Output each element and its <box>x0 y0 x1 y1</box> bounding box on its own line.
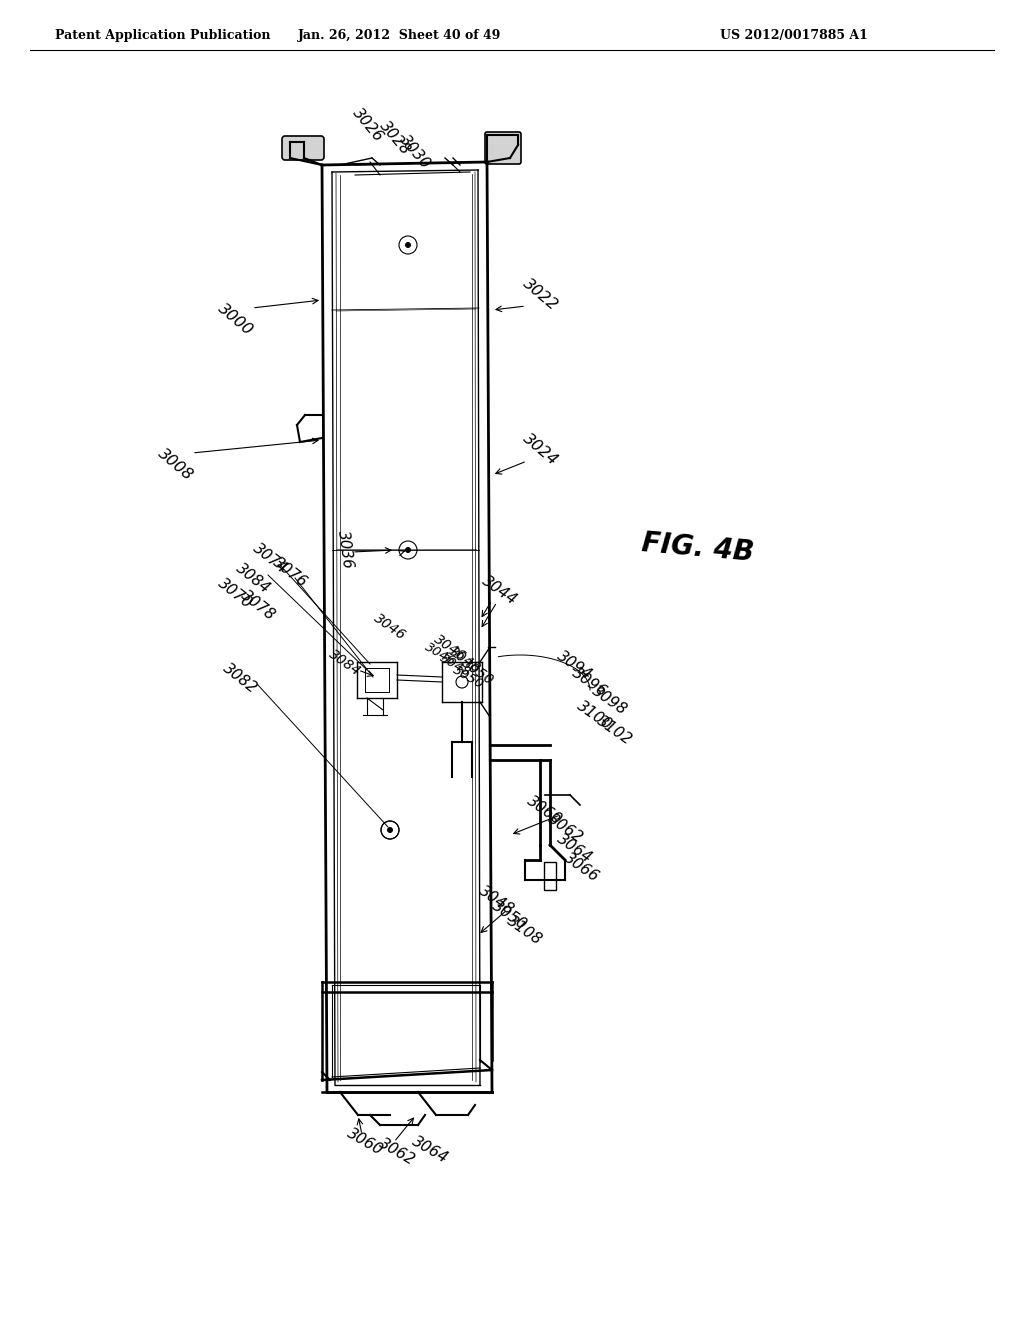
Text: 3064: 3064 <box>410 1134 451 1167</box>
Text: 3000: 3000 <box>215 301 255 339</box>
Text: Jan. 26, 2012  Sheet 40 of 49: Jan. 26, 2012 Sheet 40 of 49 <box>298 29 502 41</box>
Text: 3024: 3024 <box>519 432 560 469</box>
Text: 3036: 3036 <box>335 529 355 570</box>
FancyBboxPatch shape <box>282 136 324 160</box>
Bar <box>544 862 556 890</box>
Text: 3050: 3050 <box>451 663 485 690</box>
Text: 3048: 3048 <box>446 644 483 676</box>
Text: 3070: 3070 <box>215 576 255 611</box>
Text: FIG. 4B: FIG. 4B <box>640 529 755 566</box>
Text: 3108: 3108 <box>505 912 545 948</box>
Text: 3048: 3048 <box>477 883 517 917</box>
Text: 3098: 3098 <box>590 682 631 717</box>
Text: 3046: 3046 <box>431 632 469 664</box>
Circle shape <box>406 242 411 248</box>
Text: 3078: 3078 <box>238 587 278 623</box>
Text: 3064: 3064 <box>555 830 595 866</box>
Text: 3050: 3050 <box>460 656 497 688</box>
Text: 3050: 3050 <box>489 898 530 932</box>
Text: 3048: 3048 <box>437 651 473 678</box>
Text: 3074: 3074 <box>250 540 290 576</box>
Circle shape <box>387 828 393 833</box>
Text: 3076: 3076 <box>270 554 310 590</box>
Text: 3044: 3044 <box>479 573 520 607</box>
Text: 3094: 3094 <box>555 648 595 682</box>
Text: 3046: 3046 <box>422 640 458 668</box>
Text: 3084: 3084 <box>327 647 364 678</box>
Text: 3028: 3028 <box>377 119 414 158</box>
Text: 3066: 3066 <box>562 850 602 884</box>
Text: 3030: 3030 <box>396 132 433 172</box>
Text: 3022: 3022 <box>519 276 560 314</box>
Text: 3026: 3026 <box>350 106 386 145</box>
Text: 3096: 3096 <box>569 665 610 700</box>
Text: 3084: 3084 <box>233 560 273 595</box>
Text: 3062: 3062 <box>377 1135 418 1168</box>
Text: 3082: 3082 <box>220 660 260 696</box>
Text: 3102: 3102 <box>595 713 635 747</box>
FancyBboxPatch shape <box>485 132 521 164</box>
Text: 3060: 3060 <box>524 793 565 828</box>
Text: 3046: 3046 <box>372 611 409 643</box>
Circle shape <box>406 546 411 553</box>
Text: Patent Application Publication: Patent Application Publication <box>55 29 270 41</box>
Text: 3062: 3062 <box>546 810 587 845</box>
Text: 3100: 3100 <box>574 698 615 733</box>
Text: 3060: 3060 <box>344 1126 386 1158</box>
Text: 3008: 3008 <box>155 446 196 483</box>
Text: US 2012/0017885 A1: US 2012/0017885 A1 <box>720 29 868 41</box>
